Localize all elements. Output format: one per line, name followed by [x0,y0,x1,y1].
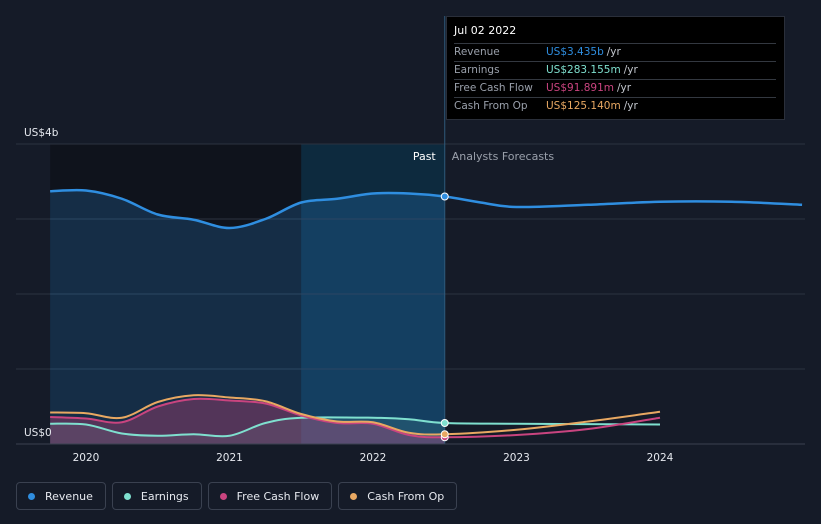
tooltip-row-free-cash-flow: Free Cash Flow US$91.891m /yr [454,79,776,97]
tooltip-unit: /yr [623,100,638,112]
earnings-line [50,416,661,438]
legend-dot-icon [123,492,131,500]
free-cash-flow-area [50,398,445,444]
x-tick-label: 2022 [360,452,387,464]
legend-label: Earnings [140,489,189,503]
tooltip-value: US$125.140m [546,100,621,112]
tooltip-unit: /yr [623,64,638,76]
tooltip-row-revenue: Revenue US$3.435b /yr [454,43,776,61]
legend-item-cash-from-op[interactable]: Cash From Op [338,482,458,510]
legend-dot-icon [28,492,35,500]
past-label: Past [413,150,437,163]
cash-from-op-line [50,394,661,436]
hover-tooltip: Jul 02 2022 Revenue US$3.435b /yr Earnin… [446,16,785,120]
forecast-label: Analysts Forecasts [452,150,555,163]
legend-label: Revenue [45,489,93,503]
legend-dot-icon [219,492,227,500]
tooltip-date: Jul 02 2022 [454,24,517,37]
tooltip-row-cash-from-op: Cash From Op US$125.140m /yr [454,97,776,115]
free-cash-flow-line [50,397,661,439]
tooltip-unit: /yr [617,82,632,94]
tooltip-label: Cash From Op [454,100,528,112]
x-tick-label: 2020 [73,452,100,464]
cash-from-op-marker [440,430,449,439]
tooltip-unit: /yr [606,46,621,58]
tooltip-label: Free Cash Flow [454,82,533,94]
tooltip-row-earnings: Earnings US$283.155m /yr [454,61,776,79]
x-tick-label: 2023 [503,452,530,464]
chart-legend: Revenue Earnings Free Cash Flow Cash Fro… [16,482,458,510]
earnings-marker [440,419,449,427]
tooltip-label: Earnings [454,64,500,76]
legend-item-free-cash-flow[interactable]: Free Cash Flow [207,482,333,510]
x-tick-label: 2021 [216,452,243,464]
legend-item-earnings[interactable]: Earnings [111,482,202,510]
tooltip-value: US$3.435b [546,46,604,58]
revenue-line [50,188,803,230]
tooltip-value: US$283.155m [546,64,621,76]
legend-label: Free Cash Flow [236,489,320,503]
y-axis-top-label: US$4b [24,127,59,139]
tooltip-value: US$91.891m [546,82,614,94]
legend-label: Cash From Op [367,489,445,503]
legend-item-revenue[interactable]: Revenue [16,482,106,510]
revenue-marker [440,192,449,201]
x-tick-label: 2024 [647,452,674,464]
y-axis-bottom-label: US$0 [24,427,52,439]
legend-dot-icon [350,492,358,500]
revenue-area [50,190,445,444]
tooltip-label: Revenue [454,46,500,58]
